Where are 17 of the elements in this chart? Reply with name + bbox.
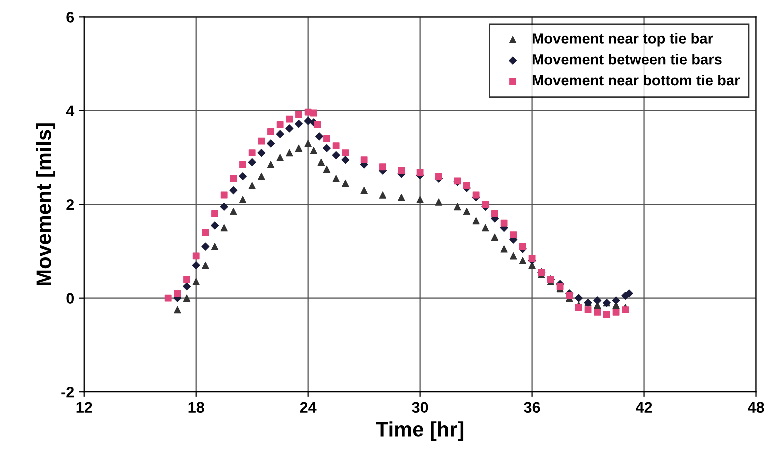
y-axis-title: Movement [mils] (36, 124, 56, 286)
x-tick-label: 18 (188, 402, 204, 414)
x-tick-label: 24 (300, 402, 317, 413)
y-tick-label: 0 (66, 293, 74, 304)
y-tick-label: 6 (66, 12, 74, 23)
x-tick-label: 48 (748, 402, 764, 414)
x-tick-label: 42 (636, 402, 652, 413)
x-tick-label: 30 (412, 402, 428, 414)
x-axis-title: Time [hr] (376, 422, 464, 442)
y-tick-label: 2 (66, 199, 74, 210)
y-tick-label: -2 (62, 386, 74, 398)
x-tick-label: 36 (524, 402, 540, 414)
y-tick-label: 4 (66, 106, 75, 116)
legend-label: Movement near top tie bar (532, 33, 714, 47)
x-tick-label: 12 (76, 402, 92, 413)
legend-label: Movement between tie bars (532, 54, 722, 65)
legend-label: Movement near bottom tie bar (532, 74, 740, 86)
